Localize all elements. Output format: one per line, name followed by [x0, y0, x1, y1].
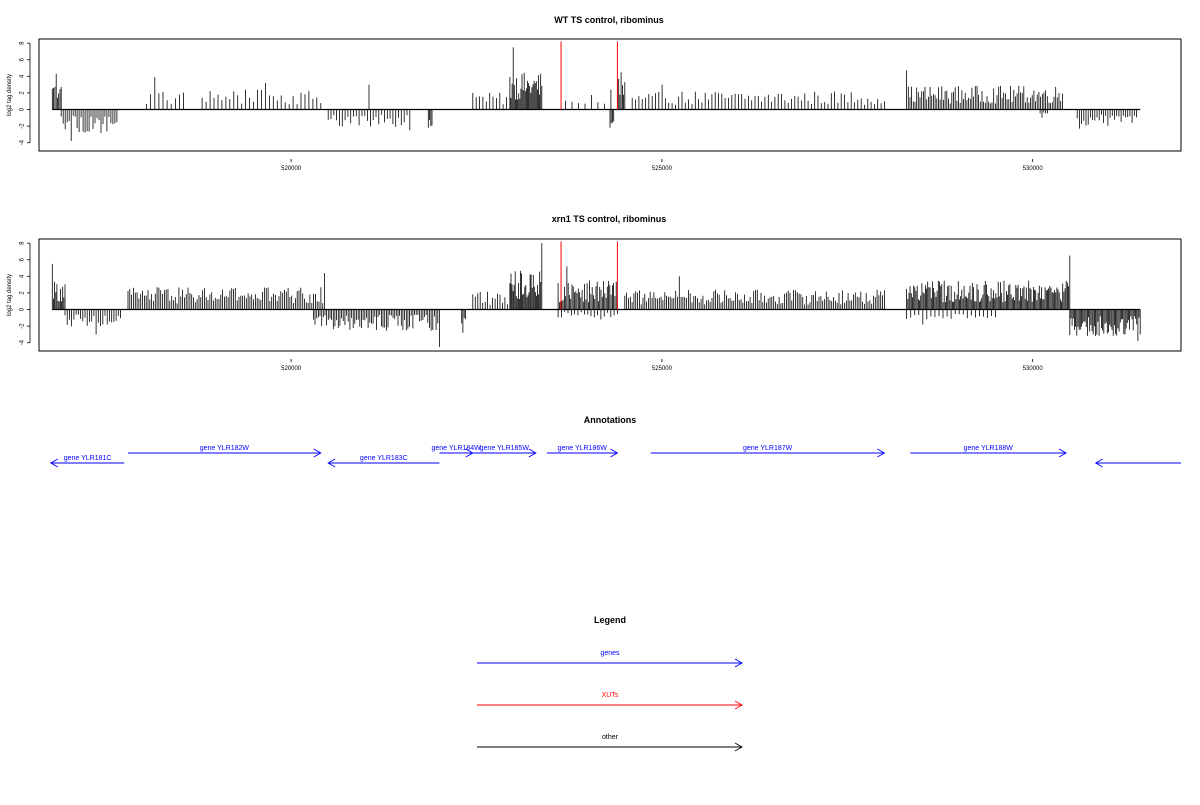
y-tick-label: 6	[20, 57, 26, 61]
xrn1-bar-marks	[51, 241, 1141, 347]
y-tick-label: -2	[20, 123, 26, 129]
y-tick-label: 0	[20, 107, 26, 111]
y-tick-label: -4	[20, 339, 26, 345]
gene-label: gene YLR184W	[431, 445, 481, 452]
wt-track-title: WT TS control, ribominus	[554, 15, 664, 25]
legend-label: genes	[600, 650, 620, 657]
wt-axes: 8 6 4 2 0 -2 -4 520000 525000 530000	[20, 41, 1044, 172]
wt-plot-frame	[38, 38, 1182, 152]
x-tick-label: 530000	[1023, 366, 1044, 372]
gene-arrow	[127, 448, 322, 458]
xrn1-track-panel: xrn1 TS control, ribominus log2 tag dens…	[7, 214, 1182, 372]
y-tick-label: 6	[20, 257, 26, 261]
legend-arrow-other	[477, 742, 743, 752]
legend-items: genes XUTs other	[477, 650, 743, 752]
xrn1-y-axis-label: log2 tag density	[7, 274, 13, 316]
y-tick-label: 8	[20, 41, 26, 45]
y-tick-label: 4	[20, 274, 26, 278]
gene-label: gene YLR185W	[480, 445, 530, 452]
legend-arrow-xuts	[477, 700, 743, 710]
gene-arrow	[49, 458, 125, 468]
gene-label: gene YLR181C	[64, 455, 112, 462]
y-tick-label: 2	[20, 291, 26, 295]
y-tick-label: 4	[20, 74, 26, 78]
gene-label: gene YLR186W	[558, 445, 608, 452]
legend-label: XUTs	[602, 692, 619, 699]
gene-arrow	[1094, 458, 1181, 468]
gene-arrow	[910, 448, 1067, 458]
gene-arrow	[546, 448, 619, 458]
y-tick-label: 0	[20, 307, 26, 311]
wt-bar-marks	[51, 41, 1141, 141]
x-tick-label: 520000	[281, 366, 302, 372]
x-tick-label: 520000	[281, 166, 302, 172]
gene-label: gene YLR182W	[200, 445, 250, 452]
gene-arrows: gene YLR181C gene YLR182W gene YLR183C gene…	[49, 445, 1181, 468]
gene-arrow	[327, 458, 440, 468]
legend-panel: Legend genes XUTs other	[477, 615, 743, 752]
legend-arrow-genes	[477, 658, 743, 668]
gene-label: gene YLR187W	[743, 445, 793, 452]
gene-label: gene YLR183C	[360, 455, 408, 462]
legend-label: other	[602, 734, 619, 741]
y-tick-label: -4	[20, 139, 26, 145]
wt-track-panel: WT TS control, ribominus log2 tag densit…	[7, 15, 1182, 172]
gene-arrow	[650, 448, 886, 458]
x-tick-label: 530000	[1023, 166, 1044, 172]
x-tick-label: 525000	[652, 366, 673, 372]
xrn1-plot-frame	[38, 238, 1182, 352]
annotations-title: Annotations	[584, 415, 637, 425]
gene-arrow	[472, 448, 537, 458]
x-tick-label: 525000	[652, 166, 673, 172]
gene-label: gene YLR188W	[964, 445, 1014, 452]
y-tick-label: 2	[20, 91, 26, 95]
xrn1-axes: 8 6 4 2 0 -2 -4 520000 525000 530000	[20, 241, 1044, 372]
xrn1-track-title: xrn1 TS control, ribominus	[552, 214, 667, 224]
wt-y-axis-label: log2 tag density	[7, 74, 13, 116]
y-tick-label: 8	[20, 241, 26, 245]
y-tick-label: -2	[20, 323, 26, 329]
legend-title: Legend	[594, 615, 626, 625]
